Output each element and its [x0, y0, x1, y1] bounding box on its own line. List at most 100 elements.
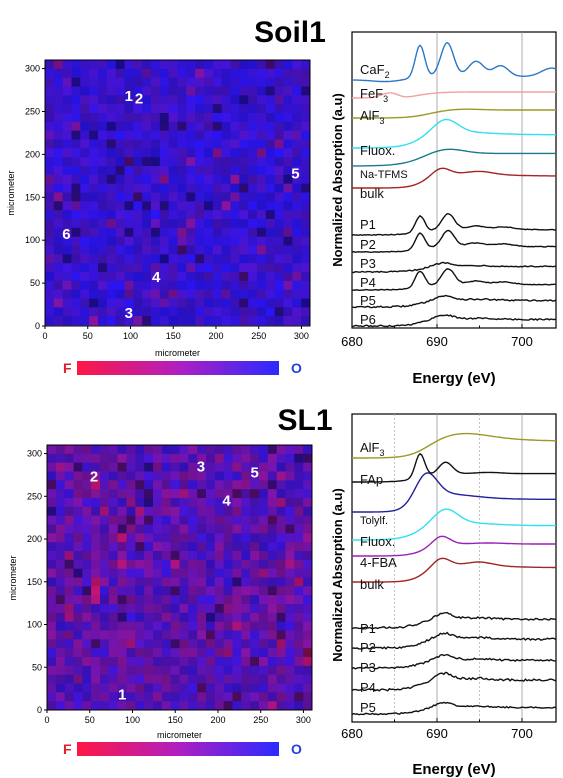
spectrum-label-subscript: 3	[380, 448, 385, 458]
heatmap-cell	[301, 316, 311, 326]
heatmap-cell	[259, 692, 269, 702]
heatmap-cell	[177, 113, 187, 123]
heatmap-cell	[276, 657, 286, 667]
heatmap-cell	[179, 533, 189, 543]
heatmap-cell	[115, 68, 125, 79]
heatmap-cell	[170, 630, 180, 640]
heatmap-cell	[161, 683, 172, 693]
heatmap-cell	[168, 201, 178, 211]
heatmap-cell	[212, 307, 223, 317]
spectrum-label: Na-TFMS	[360, 169, 408, 181]
heatmap-cell	[212, 192, 223, 202]
spectrum-line	[351, 41, 557, 83]
heatmap-cell	[292, 245, 302, 255]
heatmap-cell	[133, 130, 143, 140]
heatmap-cell	[106, 166, 117, 176]
heatmap-cell	[62, 227, 72, 238]
heatmap-cell	[53, 183, 64, 193]
heatmap-cell	[248, 157, 258, 167]
heatmap-cell	[117, 701, 127, 711]
heatmap-cell	[186, 166, 196, 176]
heatmap-cell	[168, 254, 178, 264]
heatmap-cell	[177, 201, 187, 211]
heatmap-cell	[71, 219, 81, 229]
heatmap-cell	[168, 245, 178, 255]
heatmap-cell	[73, 524, 83, 534]
heatmap-cell	[82, 524, 92, 534]
heatmap-cell	[108, 445, 119, 455]
heatmap-cell	[292, 263, 302, 273]
heatmap-cell	[106, 157, 117, 167]
heatmap-cell	[45, 68, 55, 79]
heatmap-cell	[106, 289, 117, 299]
heatmap-cell	[142, 60, 152, 70]
heatmap-cell	[117, 471, 127, 481]
heatmap-cell	[204, 236, 214, 246]
heatmap-cell	[283, 183, 293, 193]
heatmap-cell	[168, 68, 178, 79]
heatmap-cell	[221, 263, 231, 273]
heatmap-cell	[168, 104, 178, 114]
heatmap-cell	[276, 498, 286, 508]
heatmap-cell	[161, 630, 172, 640]
heatmap-cell	[124, 219, 134, 229]
heatmap-cell	[53, 95, 64, 105]
heatmap-cell	[98, 236, 108, 246]
heatmap-cell	[230, 298, 240, 308]
heatmap-cell	[142, 192, 152, 202]
heatmap-cell	[153, 692, 163, 702]
heatmap-cell	[144, 515, 154, 525]
spectrum-line	[351, 212, 556, 237]
heatmap-cell	[80, 263, 90, 273]
heatmap-cell	[45, 316, 55, 326]
heatmap-cell	[73, 674, 83, 684]
heatmap-cell	[45, 201, 55, 211]
heatmap-cell	[232, 471, 242, 481]
heatmap-cell	[197, 683, 207, 693]
heatmap-cell	[301, 263, 311, 273]
heatmap-cell	[214, 604, 225, 614]
heatmap-cell	[64, 630, 74, 640]
heatmap-cell	[170, 577, 180, 587]
heatmap-cell	[106, 104, 117, 114]
heatmap-cell	[159, 201, 170, 211]
heatmap-cell	[197, 471, 207, 481]
heatmap-cell	[303, 506, 313, 517]
heatmap-cell	[239, 183, 249, 193]
heatmap-cell	[250, 551, 260, 561]
heatmap-cell	[100, 515, 110, 525]
heatmap-cell	[73, 542, 83, 552]
spectrum-label: 4-FBA	[360, 555, 397, 570]
heatmap-cell	[241, 551, 251, 561]
heatmap-cell	[168, 121, 178, 132]
heatmap-cell	[159, 68, 170, 79]
panel1-spectra-frame	[351, 31, 557, 329]
heatmap-cell	[239, 95, 249, 105]
heatmap-cell	[126, 515, 136, 525]
heatmap-cell	[257, 95, 267, 105]
heatmap-cell	[100, 595, 110, 605]
heatmap-cell	[259, 621, 269, 631]
heatmap-cell	[98, 183, 108, 193]
heatmap-cell	[265, 236, 276, 246]
heatmap-cell	[188, 542, 198, 552]
heatmap-cell	[232, 577, 242, 587]
heatmap-cell	[62, 263, 72, 273]
heatmap-cell	[239, 210, 249, 220]
heatmap-cell	[89, 201, 99, 211]
heatmap-cell	[177, 280, 187, 291]
heatmap-cell	[89, 298, 99, 308]
heatmap-cell	[159, 130, 170, 140]
heatmap-cell	[108, 524, 119, 534]
heatmap-cell	[45, 227, 55, 238]
heatmap-cell	[248, 60, 258, 70]
heatmap-cell	[241, 506, 251, 517]
heatmap-cell	[55, 701, 66, 711]
map-xtick-label: 0	[42, 331, 47, 341]
heatmap-cell	[212, 263, 223, 273]
heatmap-cell	[177, 210, 187, 220]
heatmap-cell	[212, 254, 223, 264]
heatmap-cell	[98, 307, 108, 317]
heatmap-cell	[230, 236, 240, 246]
